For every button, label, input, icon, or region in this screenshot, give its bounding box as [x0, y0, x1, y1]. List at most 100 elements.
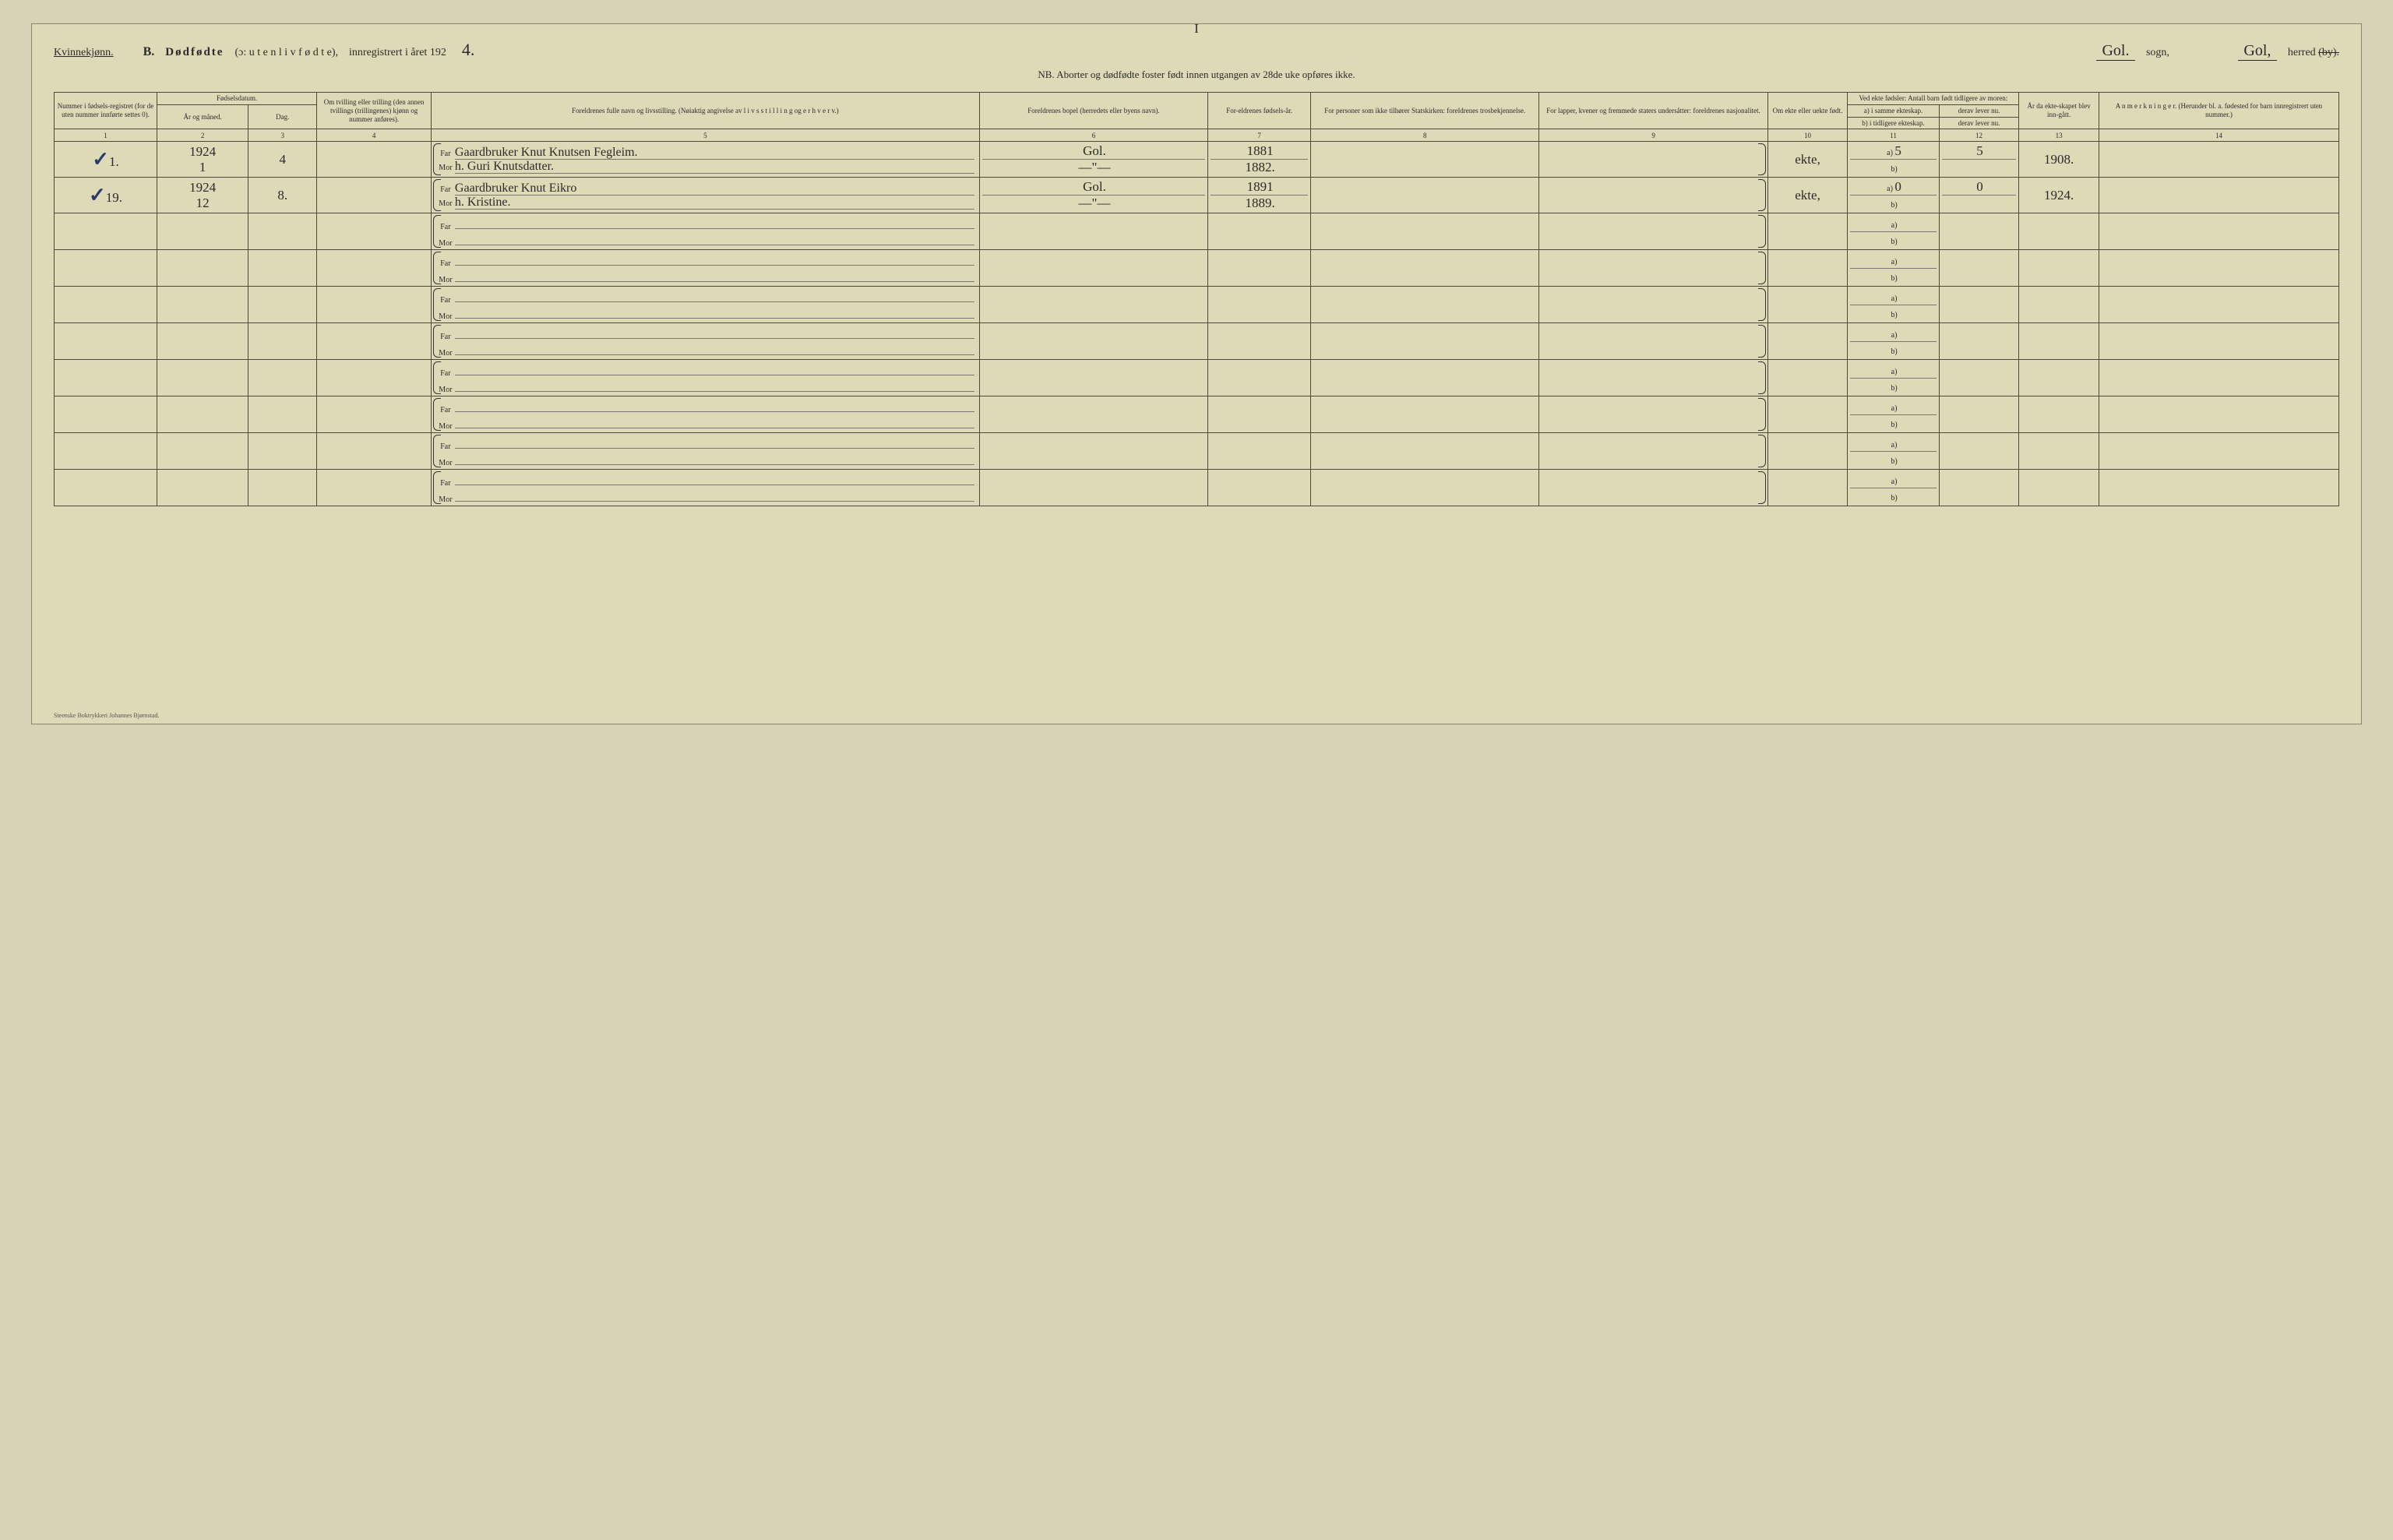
herred-label: herred (by).	[2288, 47, 2339, 59]
day: 8.	[248, 178, 317, 213]
year-month: 192412	[157, 178, 248, 213]
bopel	[979, 287, 1207, 323]
c9	[1539, 287, 1767, 323]
twin	[317, 323, 432, 360]
table-row: ✓1.192414 FarGaardbruker Knut Knutsen Fe…	[55, 142, 2339, 178]
row-number	[55, 287, 157, 323]
c9	[1539, 213, 1767, 250]
section-letter: B.	[143, 45, 155, 59]
year-month	[157, 470, 248, 506]
c8	[1311, 470, 1539, 506]
colnum: 14	[2099, 129, 2338, 142]
col-12b-header: derav lever nu.	[1939, 117, 2019, 129]
c13	[2019, 250, 2099, 287]
dual-cell: Gol.—"—	[979, 178, 1207, 213]
colnum: 2	[157, 129, 248, 142]
years	[1208, 287, 1311, 323]
colnum: 1	[55, 129, 157, 142]
c8	[1311, 287, 1539, 323]
c8	[1311, 250, 1539, 287]
printer-footer: Steenske Boktrykkeri Johannes Bjørnstad.	[54, 712, 160, 719]
colnum: 8	[1311, 129, 1539, 142]
ekte	[1767, 213, 1848, 250]
c13	[2019, 323, 2099, 360]
bopel	[979, 250, 1207, 287]
day	[248, 323, 317, 360]
day	[248, 360, 317, 396]
col-14-header: A n m e r k n i n g e r. (Herunder bl. a…	[2099, 93, 2338, 129]
title-paren: (ɔ: u t e n l i v f ø d t e),	[234, 47, 338, 59]
col-11a-header: a) i samme ekteskap.	[1848, 104, 1939, 117]
year-month	[157, 433, 248, 470]
colnum: 10	[1767, 129, 1848, 142]
years	[1208, 213, 1311, 250]
colnum: 11	[1848, 129, 1939, 142]
year-month	[157, 323, 248, 360]
bopel	[979, 360, 1207, 396]
bopel	[979, 470, 1207, 506]
col-1-header: Nummer i fødsels-registret (for de uten …	[55, 93, 157, 129]
colnum: 7	[1208, 129, 1311, 142]
colnum: 3	[248, 129, 317, 142]
table-row-empty: Far Mor a) b)	[55, 396, 2339, 433]
c12	[1939, 250, 2019, 287]
c9	[1539, 433, 1767, 470]
ledger-table: Nummer i fødsels-registret (for de uten …	[54, 92, 2339, 506]
table-row-empty: Far Mor a) b)	[55, 433, 2339, 470]
ekte	[1767, 433, 1848, 470]
far-mor-cell: FarGaardbruker Knut Eikro Morh. Kristine…	[431, 178, 979, 213]
col-12a-header: derav lever nu.	[1939, 104, 2019, 117]
ledger-page: I Kvinnekjønn. B. Dødfødte (ɔ: u t e n l…	[31, 23, 2362, 724]
c9	[1539, 142, 1767, 178]
ab-cell: a) b)	[1848, 323, 1939, 360]
far-mor-cell: Far Mor	[431, 470, 979, 506]
gender-label: Kvinnekjønn.	[54, 47, 114, 59]
years	[1208, 360, 1311, 396]
day	[248, 433, 317, 470]
dual-cell: 18911889.	[1208, 178, 1311, 213]
day	[248, 287, 317, 323]
herred-value: Gol,	[2238, 42, 2277, 61]
far-mor-cell: Far Mor	[431, 250, 979, 287]
colnum: 13	[2019, 129, 2099, 142]
c9	[1539, 470, 1767, 506]
c14	[2099, 433, 2338, 470]
ab-cell: a) b)	[1848, 360, 1939, 396]
dual-cell: Gol.—"—	[979, 142, 1207, 178]
col-11b-header: b) i tidligere ekteskap.	[1848, 117, 1939, 129]
c14	[2099, 213, 2338, 250]
row-number	[55, 360, 157, 396]
col-7-header: For-eldrenes fødsels-år.	[1208, 93, 1311, 129]
row-number: ✓1.	[55, 142, 157, 178]
far-mor-cell: Far Mor	[431, 360, 979, 396]
c12	[1939, 396, 2019, 433]
ab-cell: a) b)	[1848, 250, 1939, 287]
row-number	[55, 396, 157, 433]
c13	[2019, 396, 2099, 433]
c12	[1939, 323, 2019, 360]
ab-cell: a) b)	[1848, 470, 1939, 506]
ekte	[1767, 287, 1848, 323]
ab-cell: a) 5 b)	[1848, 142, 1939, 178]
c14	[2099, 360, 2338, 396]
ekte	[1767, 396, 1848, 433]
far-mor-cell: Far Mor	[431, 323, 979, 360]
c13	[2019, 360, 2099, 396]
day	[248, 396, 317, 433]
col-2-top: Fødselsdatum.	[157, 93, 316, 105]
col-8-header: For personer som ikke tilhører Statskirk…	[1311, 93, 1539, 129]
colnum: 5	[431, 129, 979, 142]
twin	[317, 250, 432, 287]
c8	[1311, 396, 1539, 433]
col-2a-header: År og måned.	[157, 104, 248, 129]
sogn-label: sogn,	[2146, 47, 2169, 59]
colnum: 9	[1539, 129, 1767, 142]
col-4-header: Om tvilling eller trilling (den annen tv…	[317, 93, 432, 129]
twin	[317, 287, 432, 323]
page-mark: I	[1194, 21, 1199, 37]
table-row-empty: Far Mor a) b)	[55, 470, 2339, 506]
c9	[1539, 323, 1767, 360]
ekte	[1767, 250, 1848, 287]
ekte	[1767, 470, 1848, 506]
c8	[1311, 142, 1539, 178]
